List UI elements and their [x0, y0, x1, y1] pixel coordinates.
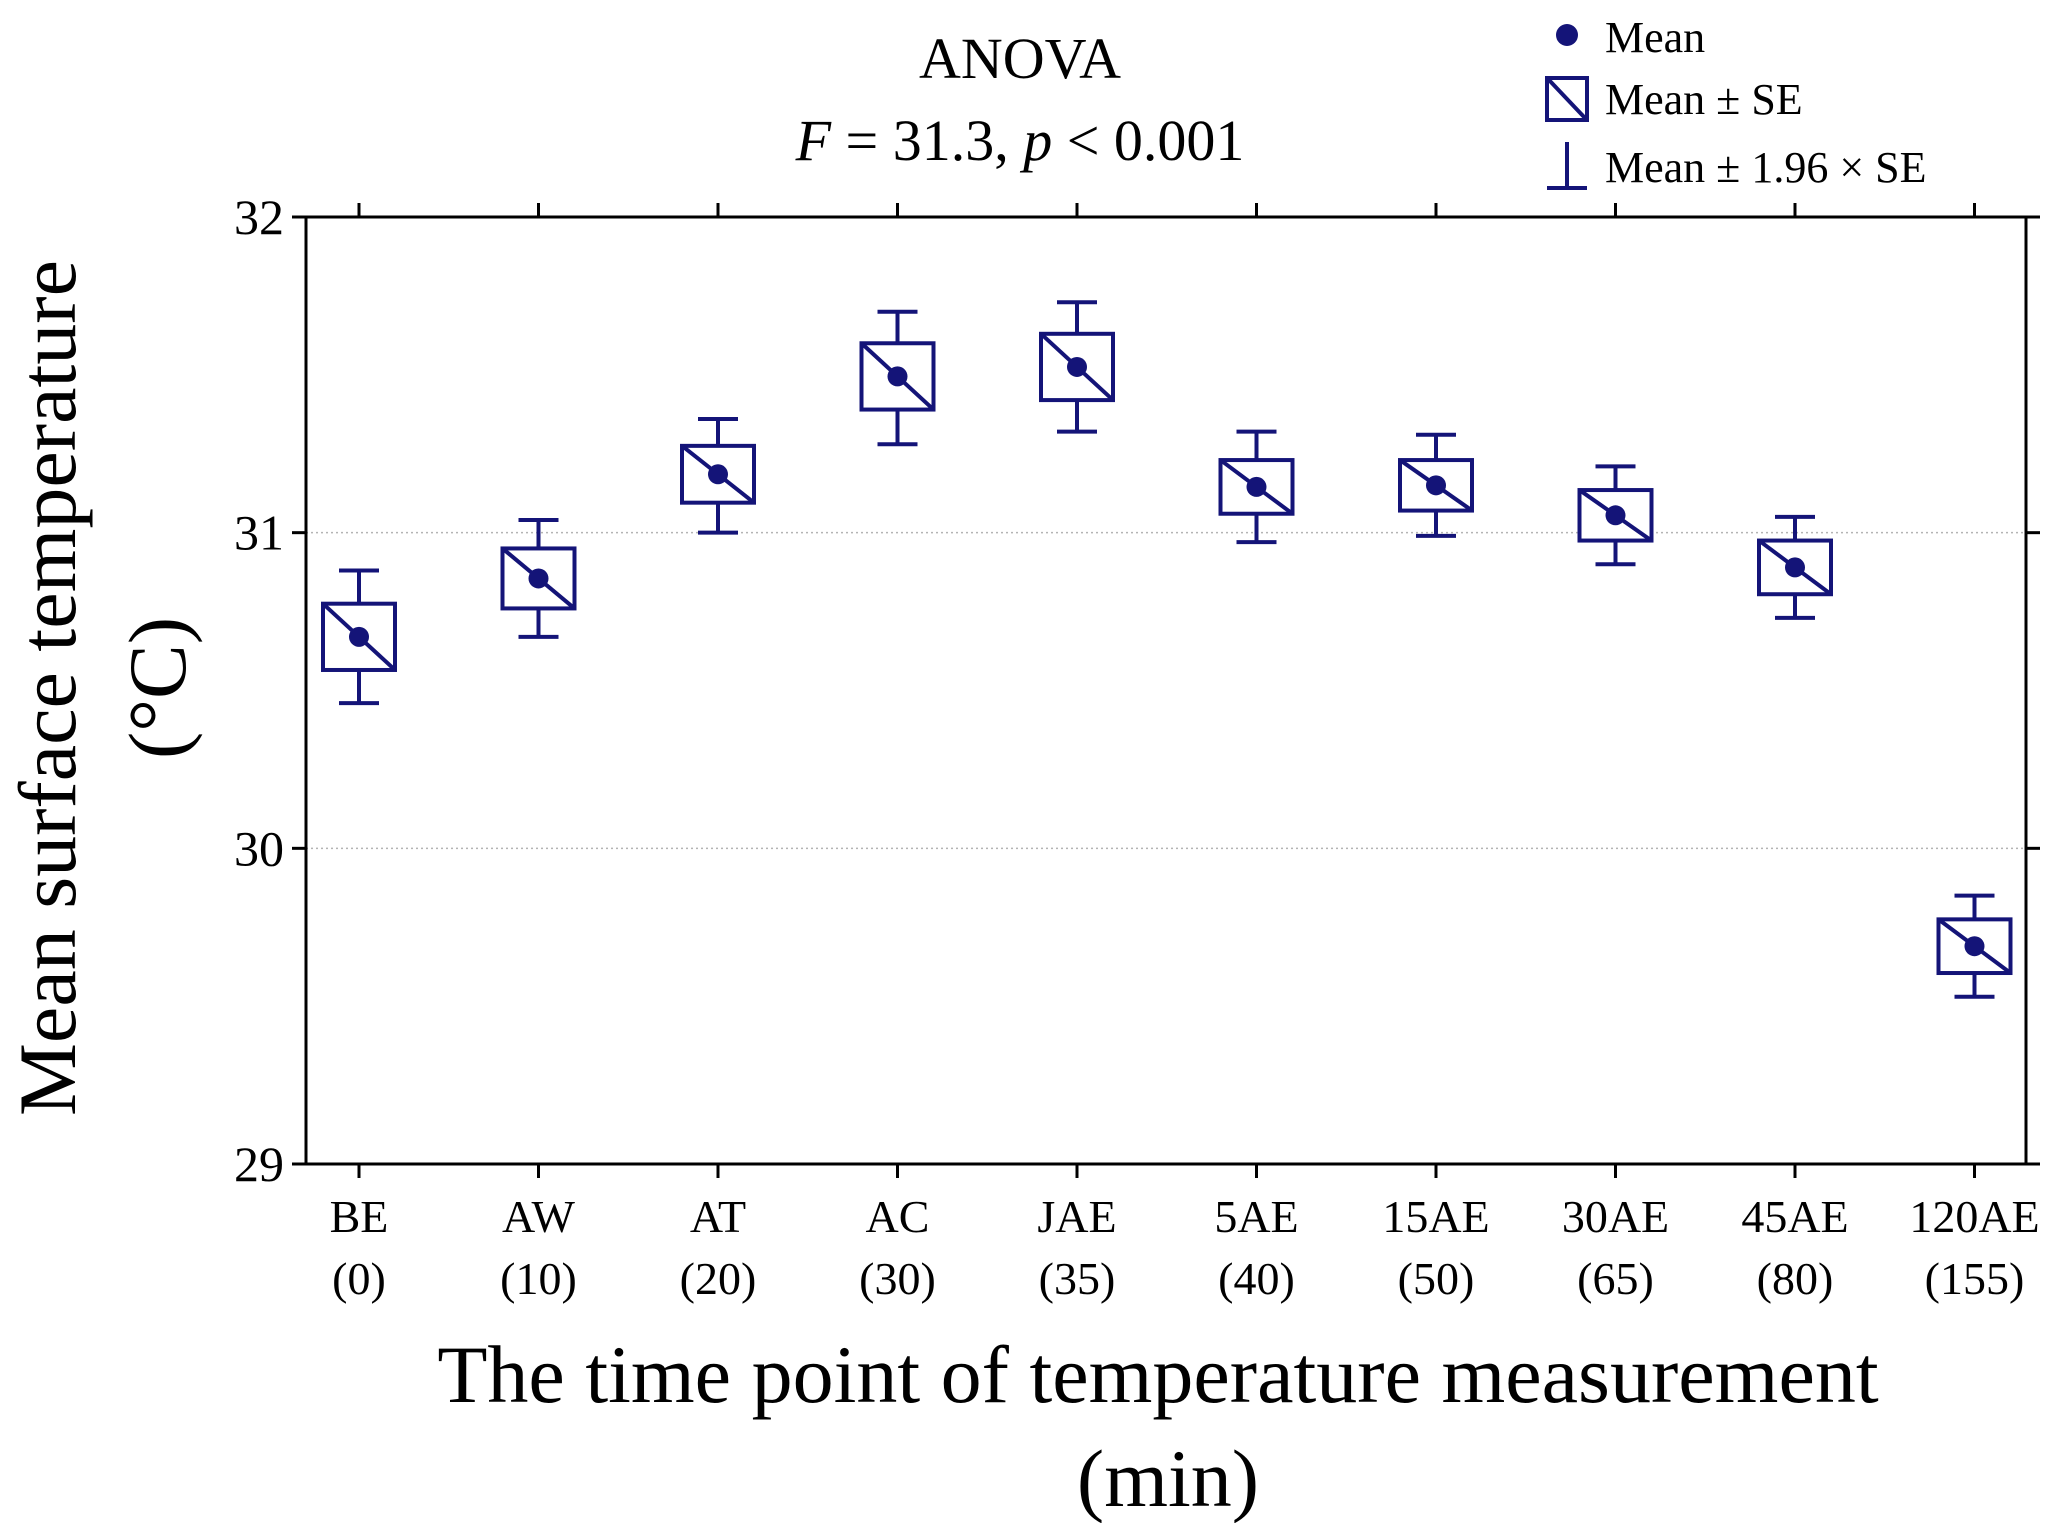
y-axis: 29 30 31 32	[234, 189, 2040, 1192]
x-tick-label: BE	[330, 1191, 389, 1242]
x-tick-label: AT	[690, 1191, 746, 1242]
f-label: F	[795, 108, 832, 173]
legend-se-label: Mean ± SE	[1605, 75, 1803, 124]
data-point-group	[859, 309, 936, 447]
mean-point	[1246, 476, 1267, 497]
mean-point	[708, 464, 728, 485]
x-tick-time-label: (65)	[1577, 1253, 1654, 1304]
x-tick-label: 5AE	[1214, 1191, 1298, 1242]
p-value: < 0.001	[1052, 108, 1244, 173]
data-point-group	[1218, 429, 1295, 545]
x-tick-time-label: (35)	[1039, 1253, 1116, 1304]
mean-point	[1426, 475, 1446, 496]
plot-frame	[304, 215, 2028, 1166]
x-axis: BE (0) AW (10) AT (20) AC (30) JAE (35) 5AE (40) 15A…	[330, 203, 2040, 1304]
x-tick-label: AC	[866, 1191, 930, 1242]
p-label: p	[1019, 108, 1052, 173]
y-tick-label: 31	[234, 505, 284, 561]
legend-ci-label: Mean ± 1.96 × SE	[1605, 143, 1927, 192]
grid-lines	[306, 531, 2026, 850]
legend-mean-marker	[1556, 24, 1578, 46]
x-tick-label: 15AE	[1382, 1191, 1489, 1242]
data-marks	[321, 300, 2013, 999]
x-tick-time-label: (10)	[500, 1253, 577, 1304]
legend-se-marker	[1545, 76, 1589, 122]
legend-ci-marker	[1547, 142, 1587, 190]
mean-point	[887, 366, 908, 387]
data-point-group	[1936, 893, 2013, 999]
mean-point	[1605, 505, 1626, 526]
x-tick-time-label: (30)	[859, 1253, 936, 1304]
data-point-group	[680, 417, 756, 535]
x-tick-label: 120AE	[1909, 1191, 2039, 1242]
y-axis-title-line1: Mean surface temperature	[2, 260, 93, 1116]
x-tick-time-label: (155)	[1925, 1253, 2025, 1304]
data-point-group	[1577, 464, 1654, 567]
x-tick-time-label: (0)	[332, 1253, 386, 1304]
y-tick-label: 29	[234, 1136, 284, 1192]
mean-point	[1785, 557, 1805, 578]
data-point-group	[500, 518, 577, 639]
mean-point	[1067, 356, 1087, 377]
f-value: = 31.3,	[831, 108, 1023, 173]
chart-title: ANOVA	[919, 26, 1121, 91]
anova-stat-line: F = 31.3, p < 0.001	[795, 108, 1245, 173]
data-point-group	[321, 568, 397, 706]
x-axis-title-line2: (min)	[1077, 1433, 1259, 1523]
legend-mean-label: Mean	[1605, 13, 1705, 62]
x-tick-time-label: (40)	[1218, 1253, 1295, 1304]
x-tick-label: AW	[502, 1191, 576, 1242]
data-point-group	[1039, 300, 1115, 434]
mean-point	[528, 568, 549, 589]
x-tick-label: 30AE	[1562, 1191, 1669, 1242]
x-tick-time-label: (20)	[680, 1253, 757, 1304]
legend: Mean Mean ± SE Mean ± 1.96 × SE	[1545, 13, 1927, 192]
y-axis-title-line2: (°C)	[112, 617, 203, 759]
data-point-group	[1398, 432, 1474, 538]
data-point-group	[1757, 514, 1833, 620]
y-tick-label: 30	[234, 820, 284, 876]
x-tick-time-label: (80)	[1757, 1253, 1834, 1304]
x-tick-label: JAE	[1037, 1191, 1116, 1242]
x-axis-title-line1: The time point of temperature measuremen…	[437, 1329, 1879, 1420]
x-tick-label: 45AE	[1741, 1191, 1848, 1242]
x-tick-time-label: (50)	[1398, 1253, 1475, 1304]
mean-point	[349, 626, 369, 647]
mean-point	[1964, 936, 1985, 957]
y-tick-label: 32	[234, 189, 284, 245]
